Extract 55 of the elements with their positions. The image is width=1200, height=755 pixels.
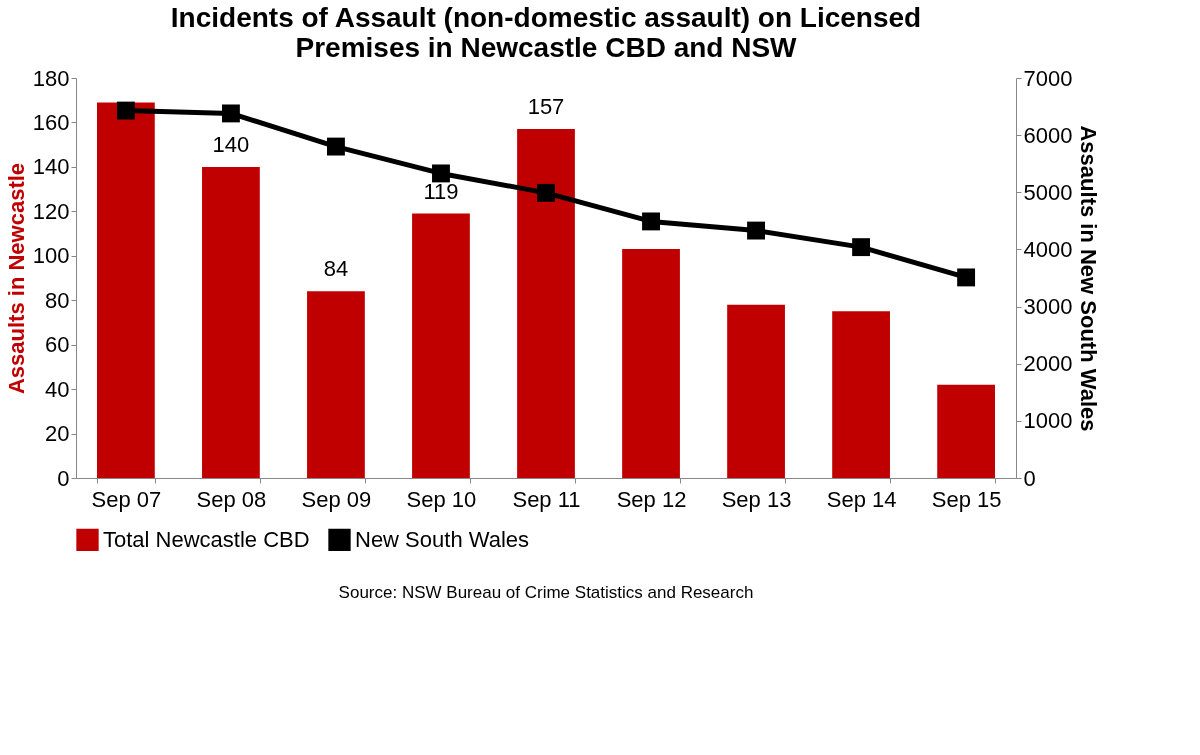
legend-label: Total Newcastle CBD	[103, 526, 310, 552]
point	[116, 101, 135, 120]
bar	[202, 166, 260, 478]
data-label: 119	[423, 178, 459, 204]
y-tick-label: 180	[32, 65, 70, 91]
y-tick-label: 40	[45, 376, 70, 402]
bar	[832, 311, 890, 478]
x-tick-label: Sep 08	[196, 486, 267, 512]
point	[957, 268, 976, 287]
point	[642, 212, 660, 231]
y2-axis-title: Assaults in New South Wales	[1076, 125, 1102, 432]
bar	[517, 129, 575, 478]
bar	[412, 213, 470, 478]
x-tick-label: Sep 07	[91, 486, 162, 512]
y2-tick-label: 5000	[1023, 179, 1073, 205]
point	[747, 221, 765, 240]
y-tick-label: 80	[45, 287, 70, 313]
legend-label: New South Wales	[355, 526, 530, 552]
bar	[97, 102, 155, 478]
y-tick-label: 160	[32, 109, 70, 135]
bar	[937, 384, 995, 478]
y-tick-label: 100	[32, 243, 70, 269]
y2-tick-label: 6000	[1023, 122, 1073, 148]
y2-tick-label: 4000	[1023, 236, 1073, 262]
bar	[307, 291, 365, 478]
x-tick-label: Sep 11	[512, 486, 581, 512]
y2-tick-label: 7000	[1023, 65, 1073, 91]
source-note: Source: NSW Bureau of Crime Statistics and Research	[338, 583, 754, 602]
point	[432, 164, 450, 183]
bar	[727, 304, 785, 478]
y2-tick-label: 3000	[1023, 294, 1073, 320]
data-label: 84	[323, 256, 349, 282]
chart-title: Incidents of Assault (non-domestic assault) on Licensed Premises in Newcastle CBD and NSW	[170, 2, 922, 63]
x-tick-label: Sep 13	[721, 486, 792, 512]
y2-tick-label: 2000	[1023, 351, 1073, 377]
y-tick-label: 60	[45, 332, 70, 358]
x-tick-label: Sep 15	[931, 486, 1002, 512]
y-tick-label: 20	[45, 421, 70, 447]
y-axis-title: Assaults in Newcastle	[3, 162, 29, 395]
y-tick-label: 140	[32, 154, 70, 180]
point	[537, 183, 555, 202]
point	[852, 238, 871, 257]
y-tick-label: 0	[57, 465, 70, 491]
data-label: 140	[212, 131, 250, 157]
point	[221, 104, 240, 123]
x-tick-label: Sep 14	[826, 486, 897, 512]
x-tick-label: Sep 09	[301, 486, 372, 512]
y2-tick-label: 1000	[1023, 408, 1073, 434]
bar	[622, 249, 680, 478]
x-tick-label: Sep 12	[616, 486, 687, 512]
data-label: 157	[527, 94, 565, 120]
x-tick-label: Sep 10	[406, 486, 477, 512]
y-tick-label: 120	[32, 198, 70, 224]
point	[327, 137, 345, 156]
y2-tick-label: 0	[1023, 465, 1036, 491]
